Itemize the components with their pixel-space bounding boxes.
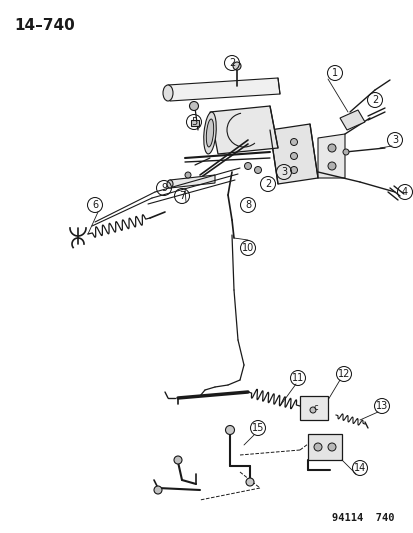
Text: 3: 3 [280,167,286,177]
Text: 10: 10 [241,243,254,253]
Text: 2: 2 [228,58,235,68]
Text: 4: 4 [401,187,407,197]
Text: 2: 2 [264,179,271,189]
Ellipse shape [166,180,173,188]
Polygon shape [168,78,279,101]
Circle shape [342,149,348,155]
Ellipse shape [206,119,213,147]
Polygon shape [339,110,364,130]
Circle shape [185,172,190,178]
Ellipse shape [203,112,216,154]
Text: 14: 14 [353,463,365,473]
Text: 3: 3 [391,135,397,145]
Text: c: c [313,402,318,411]
Polygon shape [299,396,327,420]
Ellipse shape [163,85,173,101]
Text: 5: 5 [190,117,197,127]
Polygon shape [170,175,214,188]
Text: 14–740: 14–740 [14,18,75,33]
Text: 7: 7 [178,191,185,201]
Text: 1: 1 [331,68,337,78]
FancyBboxPatch shape [190,120,199,126]
Text: 11: 11 [291,373,304,383]
Circle shape [225,425,234,434]
Circle shape [233,62,240,70]
Text: 15: 15 [251,423,263,433]
Text: 2: 2 [371,95,377,105]
Circle shape [327,443,335,451]
Circle shape [154,486,161,494]
Circle shape [290,139,297,146]
Text: 12: 12 [337,369,349,379]
Text: 9: 9 [161,183,167,193]
Polygon shape [307,434,341,460]
Text: 6: 6 [92,200,98,210]
Polygon shape [269,124,317,184]
Polygon shape [209,106,277,154]
Circle shape [189,101,198,110]
Text: 94114  740: 94114 740 [332,513,394,523]
Circle shape [173,456,182,464]
Text: 13: 13 [375,401,387,411]
Circle shape [290,152,297,159]
Circle shape [327,162,335,170]
Circle shape [313,443,321,451]
Text: 8: 8 [244,200,250,210]
Circle shape [245,478,254,486]
Circle shape [327,144,335,152]
Circle shape [254,166,261,174]
Circle shape [290,166,297,174]
Circle shape [244,163,251,169]
Polygon shape [317,134,344,178]
Circle shape [309,407,315,413]
